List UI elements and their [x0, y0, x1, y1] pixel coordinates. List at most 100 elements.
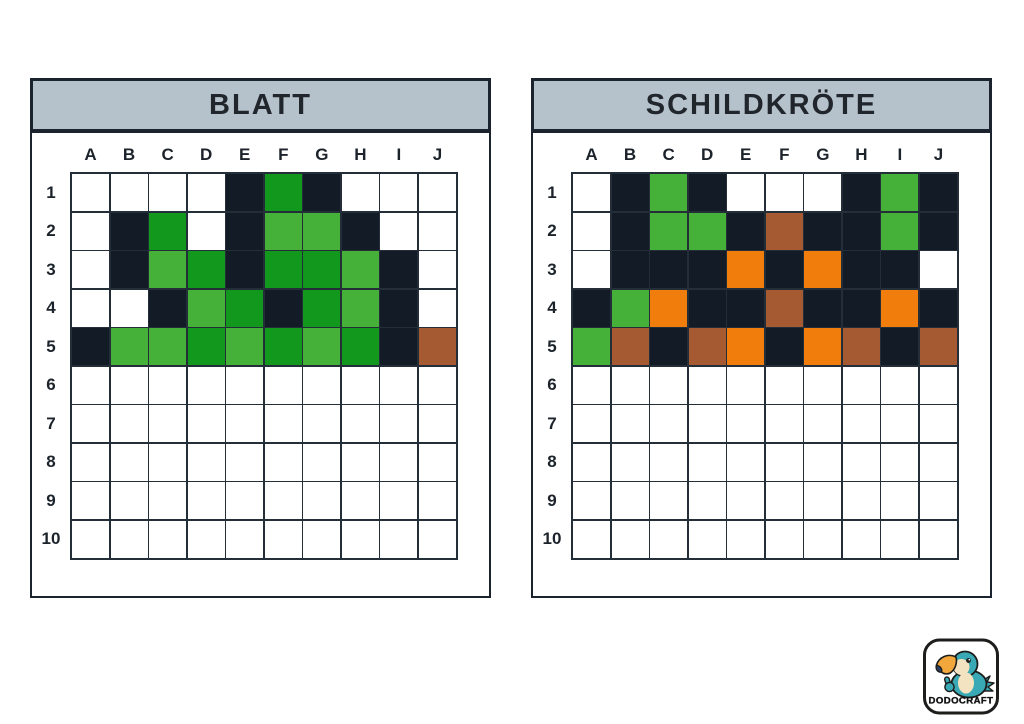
grid-cell-J3 [418, 251, 456, 289]
column-label-F: F [779, 145, 790, 164]
grid-cell-E2 [727, 212, 765, 250]
dodo-bird-icon: DODOCRAFT [923, 638, 999, 715]
grid-cell-D5 [688, 328, 726, 366]
row-label-7: 7 [547, 413, 557, 433]
grid-cell-D1 [187, 174, 225, 212]
grid-cell-G9 [804, 482, 842, 520]
grid-cell-H8 [341, 443, 379, 481]
grid-cell-B7 [110, 405, 148, 443]
grid-cell-I8 [881, 443, 919, 481]
grid-cell-H5 [341, 328, 379, 366]
row-label-4: 4 [547, 298, 557, 318]
grid-cell-B1 [110, 174, 148, 212]
row-label-5: 5 [547, 336, 557, 356]
grid-cell-J8 [418, 443, 456, 481]
blatt-panel-title: BLATT [30, 78, 491, 133]
grid-cell-B3 [611, 251, 649, 289]
grid-cell-D7 [688, 405, 726, 443]
grid-cell-F2 [765, 212, 803, 250]
row-label-1: 1 [547, 182, 557, 202]
grid-cell-J5 [919, 328, 957, 366]
grid-cell-C2 [650, 212, 688, 250]
grid-cell-B1 [611, 174, 649, 212]
grid-cell-H5 [842, 328, 880, 366]
grid-cell-E1 [727, 174, 765, 212]
grid-cell-C6 [650, 366, 688, 404]
grid-cell-B5 [110, 328, 148, 366]
column-label-I: I [897, 145, 903, 164]
grid-cell-A2 [573, 212, 611, 250]
grid-cell-G1 [303, 174, 341, 212]
column-label-H: H [354, 145, 367, 164]
column-label-C: C [662, 145, 675, 164]
grid-cell-H3 [341, 251, 379, 289]
grid-cell-C3 [149, 251, 187, 289]
column-label-E: E [239, 145, 251, 164]
grid-cell-J4 [919, 289, 957, 327]
grid-cell-A3 [573, 251, 611, 289]
grid-cell-E6 [727, 366, 765, 404]
schildkroete-pixel-grid [571, 172, 959, 560]
column-label-B: B [623, 145, 637, 164]
grid-cell-J7 [919, 405, 957, 443]
grid-cell-H2 [842, 212, 880, 250]
grid-cell-A7 [573, 405, 611, 443]
grid-cell-C4 [650, 289, 688, 327]
blatt-row-labels: 1 2 3 4 5 6 7 8 9 10 [32, 174, 70, 558]
grid-cell-H2 [341, 212, 379, 250]
grid-cell-B10 [611, 520, 649, 558]
grid-cell-E9 [727, 482, 765, 520]
grid-cell-E7 [727, 405, 765, 443]
grid-cell-J2 [919, 212, 957, 250]
grid-cell-E3 [727, 251, 765, 289]
grid-cell-A9 [573, 482, 611, 520]
grid-cell-I4 [380, 289, 418, 327]
grid-cell-I9 [380, 482, 418, 520]
grid-cell-H1 [341, 174, 379, 212]
grid-cell-F4 [264, 289, 302, 327]
grid-cell-D9 [187, 482, 225, 520]
row-label-4: 4 [46, 298, 56, 318]
grid-cell-J2 [418, 212, 456, 250]
grid-cell-G3 [303, 251, 341, 289]
grid-cell-J4 [418, 289, 456, 327]
grid-cell-I5 [380, 328, 418, 366]
grid-cell-G5 [303, 328, 341, 366]
grid-cell-I4 [881, 289, 919, 327]
grid-cell-B9 [110, 482, 148, 520]
column-label-D: D [200, 145, 213, 164]
grid-cell-I3 [881, 251, 919, 289]
grid-cell-F6 [264, 366, 302, 404]
grid-cell-C9 [149, 482, 187, 520]
grid-cell-C5 [650, 328, 688, 366]
grid-cell-A5 [573, 328, 611, 366]
grid-cell-J7 [418, 405, 456, 443]
grid-cell-H10 [341, 520, 379, 558]
grid-cell-C8 [149, 443, 187, 481]
grid-cell-G6 [804, 366, 842, 404]
row-label-6: 6 [46, 375, 56, 395]
column-label-F: F [278, 145, 289, 164]
grid-cell-F10 [765, 520, 803, 558]
schildkroete-panel-body: A B C D E F G H I J 1 2 3 4 5 6 7 8 9 10 [531, 133, 992, 598]
grid-cell-G1 [804, 174, 842, 212]
grid-cell-H8 [842, 443, 880, 481]
grid-cell-A2 [72, 212, 110, 250]
grid-cell-A6 [573, 366, 611, 404]
grid-cell-H1 [842, 174, 880, 212]
grid-cell-I2 [380, 212, 418, 250]
grid-cell-D2 [688, 212, 726, 250]
grid-cell-F10 [264, 520, 302, 558]
blatt-panel: BLATT A B C D E F G H I J 1 2 3 4 5 6 7 8 9 10 [30, 78, 491, 598]
grid-cell-F7 [264, 405, 302, 443]
grid-cell-E3 [226, 251, 264, 289]
grid-cell-E6 [226, 366, 264, 404]
grid-cell-C1 [650, 174, 688, 212]
grid-cell-I6 [380, 366, 418, 404]
grid-cell-G4 [303, 289, 341, 327]
grid-cell-C8 [650, 443, 688, 481]
grid-cell-E4 [226, 289, 264, 327]
grid-cell-C3 [650, 251, 688, 289]
grid-cell-I1 [881, 174, 919, 212]
grid-cell-G7 [804, 405, 842, 443]
